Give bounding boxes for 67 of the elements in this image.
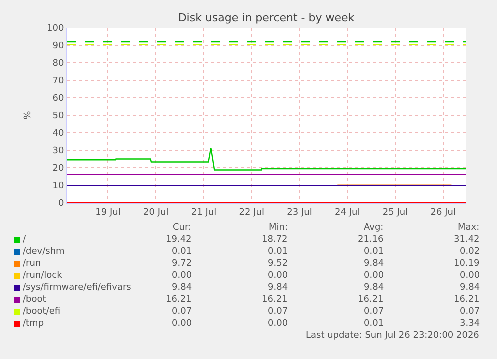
text: 16.21: [262, 295, 288, 305]
legend-label: /boot/efi: [23, 307, 61, 317]
chart-title: Disk usage in percent - by week: [178, 12, 356, 25]
text: 0.02: [460, 247, 480, 257]
text: 0.00: [268, 271, 288, 281]
text: 9.84: [460, 283, 480, 293]
y-tick-label: 60: [52, 94, 64, 104]
text: 31.42: [454, 235, 480, 245]
x-tick-label: 20 Jul: [144, 208, 169, 218]
text: 3.34: [460, 319, 480, 329]
x-tick-label: 23 Jul: [287, 208, 312, 218]
x-tick-label: 19 Jul: [96, 208, 121, 218]
y-tick-label: 10: [52, 182, 64, 192]
x-tick-label: 21 Jul: [191, 208, 217, 218]
text: 16.21: [454, 295, 480, 305]
text: 9.84: [268, 283, 288, 293]
text: 9.84: [364, 283, 384, 293]
text: 0.00: [268, 319, 288, 329]
legend-label: /boot: [23, 295, 47, 305]
text: 18.72: [262, 235, 288, 245]
text: Cur:: [173, 223, 192, 233]
text: 9.72: [172, 259, 192, 269]
y-tick-label: 0: [58, 199, 64, 210]
x-tick-label: 26 Jul: [430, 208, 456, 218]
text: Avg:: [364, 223, 384, 233]
y-axis-title: %: [23, 110, 34, 120]
x-tick-label: 25 Jul: [382, 208, 408, 218]
text: 16.21: [166, 295, 192, 305]
y-tick-label: 50: [52, 112, 64, 122]
y-tick-label: 100: [47, 24, 64, 34]
legend-label: /run: [23, 259, 42, 269]
text: 16.21: [358, 295, 384, 305]
text: 0.01: [268, 247, 288, 257]
legend-label: /: [23, 235, 27, 245]
x-tick-label: 24 Jul: [335, 208, 360, 218]
y-tick-label: 20: [52, 164, 64, 174]
text: 0.00: [172, 271, 192, 281]
text: Last update: Sun Jul 26 23:20:00 2026: [306, 331, 480, 341]
text: 0.01: [364, 319, 384, 329]
x-tick-label: 22 Jul: [239, 208, 264, 218]
text: 19.42: [166, 235, 192, 245]
y-tick-label: 90: [52, 42, 64, 52]
text: 0.01: [364, 247, 384, 257]
legend-label: /tmp: [23, 319, 44, 329]
text: Min:: [269, 223, 288, 233]
text: 0.01: [172, 247, 192, 257]
y-tick-label: 80: [52, 59, 64, 70]
text: 9.84: [172, 283, 192, 293]
text: 0.00: [364, 271, 384, 281]
text: 10.19: [454, 259, 480, 269]
y-tick-label: 70: [52, 76, 64, 87]
text: 9.52: [268, 259, 288, 269]
legend-label: /run/lock: [23, 271, 64, 281]
text: 0.07: [268, 307, 288, 317]
y-tick-label: 30: [52, 146, 64, 157]
text: 0.07: [364, 307, 384, 317]
y-tick-label: 40: [52, 129, 64, 140]
text: 0.00: [460, 271, 480, 281]
text: 0.07: [460, 307, 480, 317]
text: 0.07: [172, 307, 192, 317]
text: Max:: [458, 223, 480, 233]
text: 21.16: [358, 235, 384, 245]
legend-label: /dev/shm: [23, 247, 65, 257]
text: 9.84: [364, 259, 384, 269]
text: 0.00: [172, 319, 192, 329]
legend-label: /sys/firmware/efi/efivars: [23, 283, 132, 293]
line-series: [67, 147, 466, 171]
